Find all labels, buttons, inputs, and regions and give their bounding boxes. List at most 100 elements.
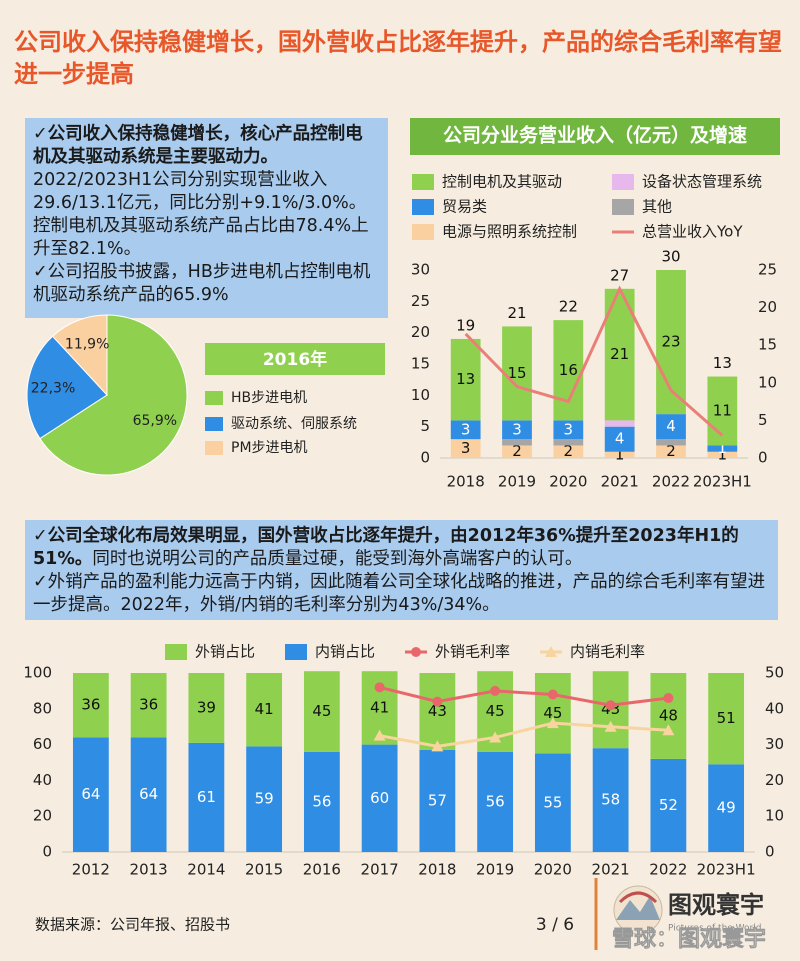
bar-segment (707, 451, 738, 458)
bar-segment (419, 673, 456, 750)
x-tick-label: 2015 (245, 861, 283, 879)
bar-segment (246, 746, 283, 852)
y2-tick-label: 0 (765, 843, 775, 861)
logo-arc (618, 891, 658, 904)
legend-label: PM步进电机 (231, 440, 308, 456)
bar-label: 4 (615, 430, 625, 448)
legend-title-box (205, 343, 385, 375)
x-tick-label: 2019 (476, 861, 514, 879)
bar-label: 11 (713, 402, 732, 420)
y2-tick-label: 20 (758, 298, 777, 316)
bar-label: 2 (512, 442, 522, 460)
bar-label: 21 (610, 345, 629, 363)
bar-segment (303, 671, 340, 752)
bar-label: 60 (370, 789, 389, 807)
line-marker (431, 740, 444, 752)
bar-segment (534, 753, 571, 852)
bar-label: 56 (312, 792, 331, 810)
bold-text: ✓公司全球化布局效果明显，国外营收占比逐年提升，由2012年36%提升至2023… (33, 526, 739, 569)
slice-label: 11,9% (65, 336, 109, 352)
pie-slice (26, 335, 108, 440)
text: 同时也说明公司的产品质量过硬，能受到海外高端客户的认可。 (92, 549, 583, 569)
x-tick-label: 2018 (418, 861, 456, 879)
bar-segment (592, 748, 629, 852)
x-tick-label: 2016 (303, 861, 341, 879)
bar-segment (650, 673, 687, 759)
y2-tick-label: 10 (758, 373, 777, 391)
bar-segment (72, 673, 109, 738)
bar-label: 64 (139, 785, 158, 803)
legend-label: 内销毛利率 (570, 643, 645, 661)
bar-segment (656, 414, 686, 440)
bar-segment (553, 439, 584, 446)
bar-label: 41 (370, 698, 389, 716)
legend-swatch (165, 644, 187, 660)
x-tick-label: 2012 (72, 861, 110, 879)
watermark: 雪球：图观寰宇 (612, 926, 766, 952)
bold-text: ✓公司收入保持稳健增长，核心产品控制电机及其驱动系统是主要驱动力。 (33, 124, 363, 167)
bar-segment (130, 737, 167, 852)
bar-segment (502, 420, 532, 440)
x-tick-label: 2023H1 (693, 473, 752, 491)
y-tick-label: 0 (420, 449, 430, 467)
bar-segment (246, 673, 283, 747)
bar-label: 48 (659, 706, 678, 724)
slice-label: 22,3% (31, 380, 75, 396)
line-marker (663, 693, 674, 704)
slice-label: 65,9% (133, 413, 177, 429)
paragraph: ✓外销产品的盈利能力远高于内销，因此随着公司全球化战略的推进，产品的综合毛利率有… (33, 571, 770, 617)
x-tick-label: 2019 (498, 473, 536, 491)
bar-segment (656, 445, 686, 458)
bar-segment (502, 326, 532, 421)
legend-label: 总营业收入YoY (642, 223, 743, 241)
legend-swatch (612, 199, 634, 215)
bar-segment (604, 420, 635, 427)
bar-label: 58 (601, 791, 620, 809)
bar-label: 57 (428, 791, 447, 809)
x-tick-label: 2022 (649, 861, 687, 879)
legend-marker (411, 647, 421, 657)
bar-label: 43 (428, 702, 447, 720)
paragraph: ✓公司全球化布局效果明显，国外营收占比逐年提升，由2012年36%提升至2023… (33, 525, 770, 571)
bar-segment (708, 764, 745, 852)
y2-tick-label: 40 (765, 699, 784, 717)
y2-tick-label: 0 (758, 449, 768, 467)
logo-text: 图观寰宇 (668, 891, 764, 919)
bar-label: 41 (255, 700, 274, 718)
legend-label: 电源与照明系统控制 (442, 223, 577, 241)
legend-swatch (412, 199, 434, 215)
y-tick-label: 40 (33, 771, 52, 789)
x-tick-label: 2022 (652, 473, 690, 491)
legend-label: 控制电机及其驱动 (442, 173, 562, 191)
bar-label: 2 (564, 442, 574, 460)
y-tick-label: 0 (42, 843, 52, 861)
bar-label: 59 (255, 790, 274, 808)
total-label: 30 (661, 248, 680, 266)
bar-label: 16 (559, 361, 578, 379)
legend-swatch (612, 174, 634, 190)
bar-label: 3 (461, 420, 471, 438)
total-label: 21 (507, 304, 526, 322)
legend-label: 设备状态管理系统 (642, 173, 762, 191)
legend-label: 外销占比 (195, 643, 255, 661)
chart-title: 公司分业务营业收入（亿元）及增速 (443, 124, 747, 147)
legend-swatch (412, 174, 434, 190)
chart-title-box (410, 118, 780, 155)
y-tick-label: 5 (420, 417, 430, 435)
bar-segment (707, 445, 738, 452)
line-marker (374, 682, 385, 693)
bar-label: 45 (312, 702, 331, 720)
bar-label: 3 (512, 420, 522, 438)
bar-label: 61 (197, 788, 216, 806)
bar-segment (188, 673, 225, 743)
bar-label: 15 (507, 364, 526, 382)
bar-segment (708, 673, 745, 765)
bar-segment (604, 426, 635, 452)
total-label: 27 (610, 266, 629, 284)
y2-tick-label: 20 (765, 771, 784, 789)
x-tick-label: 2020 (549, 473, 587, 491)
bar-label: 3 (564, 420, 574, 438)
legend-label: 外销毛利率 (435, 643, 510, 661)
y-tick-label: 60 (33, 735, 52, 753)
